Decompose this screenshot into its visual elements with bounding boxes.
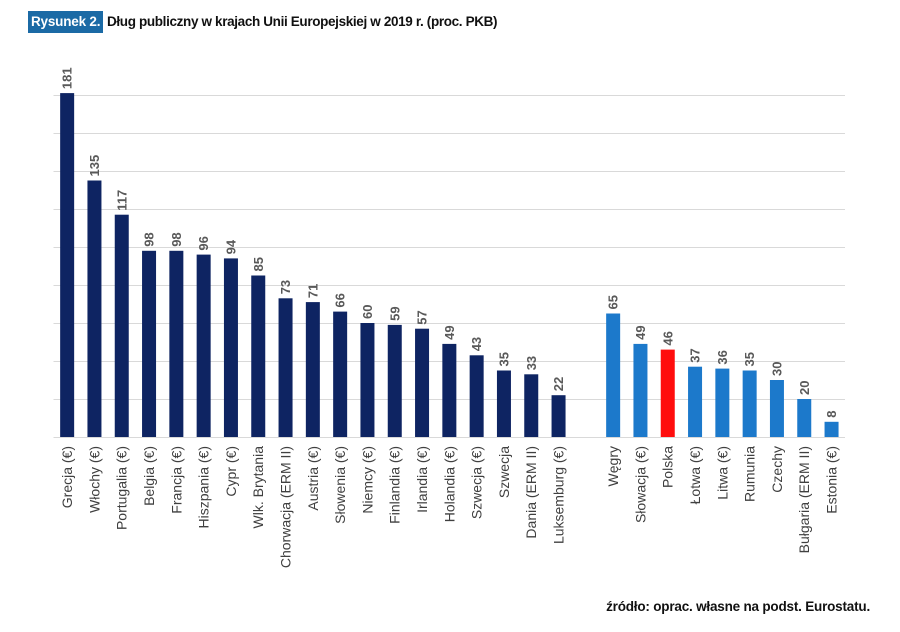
category-label: Cypr (€) — [223, 446, 239, 497]
value-label: 35 — [742, 352, 757, 366]
value-label: 20 — [797, 381, 812, 395]
value-label: 43 — [469, 337, 484, 351]
bar — [278, 298, 293, 437]
bar — [387, 324, 402, 437]
bar — [169, 250, 184, 437]
value-label: 94 — [224, 239, 239, 254]
bar — [496, 370, 511, 437]
value-label: 37 — [688, 348, 703, 362]
category-label: Polska — [660, 446, 676, 488]
bar — [524, 374, 539, 437]
value-label: 59 — [387, 306, 402, 320]
category-label: Szwecja (€) — [469, 446, 485, 519]
category-label: Irlandia (€) — [414, 446, 430, 513]
category-label: Dania (ERM II) — [523, 446, 539, 539]
bar — [797, 399, 812, 437]
category-labels: Grecja (€) Włochy (€) Portugalia (€) Belgia… — [59, 446, 839, 568]
value-label: 73 — [278, 280, 293, 294]
value-label: 60 — [360, 305, 375, 319]
bar — [660, 349, 675, 437]
bar — [251, 275, 266, 437]
category-label: Estonia (€) — [823, 446, 839, 514]
value-label: 65 — [606, 295, 621, 309]
bar — [824, 421, 839, 437]
bar — [223, 258, 238, 437]
gridlines — [53, 95, 846, 438]
bar — [742, 370, 757, 437]
category-label: Hiszpania (€) — [196, 446, 212, 528]
category-label: Luksemburg (€) — [550, 446, 566, 544]
category-label: Szwecja — [496, 446, 512, 498]
category-label: Portugalia (€) — [114, 446, 130, 530]
value-label: 35 — [497, 352, 512, 366]
bar — [606, 313, 621, 437]
bar — [114, 214, 129, 437]
category-label: Słowacja (€) — [632, 446, 648, 523]
figure-label: Rysunek 2. — [28, 11, 104, 33]
category-label: Holandia (€) — [441, 446, 457, 522]
value-label: 36 — [715, 350, 730, 364]
category-label: Wlk. Brytania — [250, 446, 266, 529]
category-label: Rumunia — [742, 446, 758, 502]
category-label: Belgia (€) — [141, 446, 157, 506]
category-label: Austria (€) — [305, 446, 321, 511]
bar — [769, 380, 784, 437]
source-note: źródło: oprac. własne na podst. Eurostat… — [606, 599, 870, 614]
category-label: Włochy (€) — [86, 446, 102, 513]
bar — [333, 311, 348, 437]
value-label: 46 — [660, 331, 675, 345]
bar — [469, 355, 484, 437]
bar — [142, 250, 157, 437]
value-label: 98 — [142, 232, 157, 246]
value-label: 135 — [87, 155, 102, 177]
value-label: 49 — [442, 325, 457, 339]
category-label: Grecja (€) — [59, 446, 75, 508]
bar — [551, 395, 566, 437]
bars — [60, 93, 839, 437]
value-label: 22 — [551, 377, 566, 391]
value-label: 8 — [824, 411, 839, 418]
category-label: Litwa (€) — [714, 446, 730, 500]
value-label: 85 — [251, 257, 266, 271]
value-label: 66 — [333, 293, 348, 307]
value-label: 49 — [633, 325, 648, 339]
category-label: Łotwa (€) — [687, 446, 703, 504]
bar — [715, 368, 730, 437]
bar — [87, 180, 102, 437]
bar — [633, 343, 648, 437]
bar — [305, 302, 320, 437]
value-label: 98 — [169, 232, 184, 246]
value-label: 57 — [415, 310, 430, 324]
value-labels: 181 135 117 98 98 96 94 85 73 71 66 60 59 57 49 43 35 33 2… — [60, 67, 839, 417]
bar — [196, 254, 211, 437]
category-label: Francja (€) — [168, 446, 184, 514]
bar — [60, 93, 75, 437]
bar — [415, 328, 430, 437]
value-label: 117 — [114, 190, 129, 211]
bar — [442, 343, 457, 437]
chart-title: Dług publiczny w krajach Unii Europejski… — [107, 14, 498, 29]
value-label: 96 — [196, 236, 211, 250]
category-label: Węgry — [605, 446, 621, 486]
value-label: 71 — [305, 284, 320, 298]
value-label: 33 — [524, 356, 539, 370]
bar — [360, 323, 375, 437]
category-label: Bułgaria (ERM II) — [796, 446, 812, 553]
value-label: 181 — [60, 67, 75, 89]
category-label: Chorwacja (ERM II) — [277, 446, 293, 568]
category-label: Niemcy (€) — [359, 446, 375, 514]
category-label: Finlandia (€) — [387, 446, 403, 524]
category-label: Słowenia (€) — [332, 446, 348, 524]
value-label: 30 — [770, 362, 785, 376]
category-label: Czechy — [769, 446, 785, 493]
bar — [688, 366, 703, 437]
